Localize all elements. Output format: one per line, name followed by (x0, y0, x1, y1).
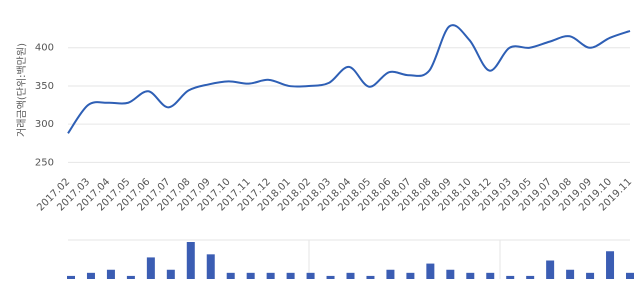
volume-bar (186, 242, 195, 279)
volume-bar (326, 275, 335, 279)
volume-bar (146, 257, 155, 279)
volume-bar (166, 269, 175, 279)
y-axis-label: 거래금액(단위:백만원) (15, 43, 28, 137)
y-tick-label: 250 (35, 157, 54, 168)
volume-bar (86, 272, 95, 279)
volume-bar (286, 272, 295, 279)
volume-bar (486, 272, 495, 279)
volume-bar (366, 275, 375, 279)
volume-bar (626, 272, 634, 279)
volume-bar (266, 272, 275, 279)
volume-bar (566, 269, 575, 279)
volume-bar (406, 272, 415, 279)
y-tick-label: 400 (35, 43, 54, 54)
volume-bar (67, 275, 75, 279)
volume-bar (246, 272, 255, 279)
volume-bar (466, 272, 475, 279)
volume-bar (226, 272, 235, 279)
y-tick-label: 300 (35, 119, 54, 130)
volume-bar (546, 260, 555, 279)
price-line (67, 24, 631, 134)
volume-bar (506, 275, 515, 279)
volume-bar (606, 251, 615, 279)
y-tick-label: 350 (35, 81, 54, 92)
volume-bar (306, 272, 315, 279)
volume-bar (526, 275, 535, 279)
volume-bar (446, 269, 455, 279)
volume-bar (426, 263, 435, 279)
volume-bar (386, 269, 395, 279)
volume-bar (346, 272, 355, 279)
volume-bar (126, 275, 135, 279)
volume-bar (106, 269, 115, 279)
volume-bar (206, 254, 215, 279)
volume-bar (586, 272, 595, 279)
